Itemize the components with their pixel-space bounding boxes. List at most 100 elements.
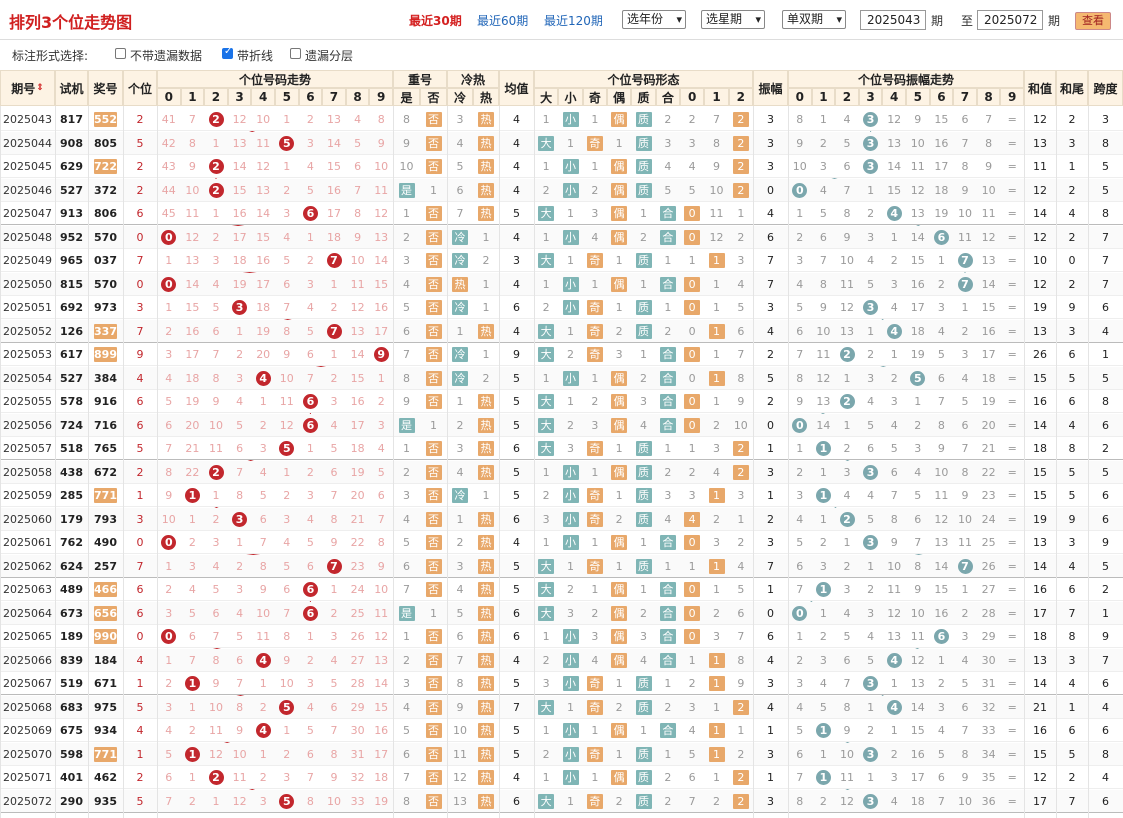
amp-omission: 14	[981, 277, 996, 291]
checkbox-polyline-label[interactable]: 带折线	[237, 49, 274, 63]
amp-omission: 3	[937, 700, 945, 714]
period-cell: 2025052	[3, 324, 52, 338]
trend-omission: 2	[330, 301, 338, 314]
form-omission: 1	[664, 442, 672, 455]
checkbox-no-omission[interactable]	[115, 48, 126, 59]
units-cell: 0	[136, 230, 144, 244]
tail-cell: 9	[1068, 512, 1076, 526]
amp-omission: 6	[867, 442, 875, 455]
tail-cell: 2	[1068, 771, 1076, 784]
trend-omission: 41	[161, 113, 176, 126]
avg-cell: 6	[513, 630, 520, 643]
sum-cell: 15	[1033, 489, 1047, 502]
amp-omission: =	[1007, 277, 1017, 291]
trend-omission: 5	[212, 583, 220, 596]
form-omission: 1	[737, 724, 745, 737]
trend-ball: 4	[255, 723, 271, 738]
prize-cell: 257	[94, 559, 117, 573]
view-button[interactable]: 查看	[1075, 12, 1111, 30]
sum-cell: 18	[1033, 442, 1047, 455]
form-road-tag: 4	[684, 511, 701, 527]
amp-cell: 0	[767, 183, 774, 197]
week-select[interactable]: 选星期	[701, 10, 765, 29]
form-omission: 1	[688, 559, 696, 573]
span-cell: 7	[1102, 277, 1109, 291]
amp-ball: 3	[863, 135, 879, 151]
sort-icon[interactable]: ⇕	[36, 83, 44, 93]
form-omission: 7	[737, 348, 745, 361]
table-row	[0, 601, 1123, 625]
trend-omission: 6	[165, 771, 173, 784]
trend-omission: 15	[185, 301, 200, 314]
avg-cell: 4	[513, 113, 520, 126]
form-omission: 1	[591, 724, 599, 737]
trend-omission: 1	[330, 277, 338, 291]
sub-digit-0: 0	[157, 88, 181, 106]
table-row	[0, 108, 1123, 131]
amp-omission: 2	[796, 465, 804, 479]
avg-cell: 3	[513, 254, 520, 267]
trend-omission: 17	[256, 277, 271, 291]
sum-cell: 18	[1033, 630, 1047, 643]
trend-omission: 11	[279, 395, 294, 408]
amp-omission: 1	[796, 442, 804, 455]
form-omission: 2	[591, 395, 599, 408]
range-link-60[interactable]: 最近60期	[477, 14, 529, 28]
trend-omission: 11	[208, 724, 223, 737]
range-link-30[interactable]: 最近30期	[409, 14, 462, 28]
trend-omission: 6	[330, 700, 338, 714]
amp-omission: 13	[910, 677, 925, 690]
trend-omission: 11	[350, 277, 365, 291]
table-row	[0, 319, 1123, 343]
period-unit-label-2: 期	[1048, 14, 1061, 28]
checkbox-layered-label[interactable]: 遗漏分层	[305, 49, 354, 63]
trend-omission: 4	[283, 230, 291, 244]
form-tag: 奇	[586, 347, 603, 362]
trend-omission: 11	[208, 442, 223, 455]
header-period-text[interactable]: 期号	[11, 81, 36, 96]
form-omission: 5	[688, 747, 696, 761]
hotcold-omission: 6	[456, 183, 464, 197]
trend-omission: 3	[188, 559, 196, 573]
repeat-omission: 6	[403, 747, 410, 761]
repeat-tag: 否	[425, 511, 442, 527]
year-select[interactable]: 选年份	[622, 10, 686, 29]
checkbox-no-omission-label[interactable]: 不带遗漏数据	[130, 49, 203, 63]
units-cell: 5	[136, 136, 144, 150]
period-to-input[interactable]: 2025072	[977, 10, 1043, 30]
form-omission: 1	[542, 230, 550, 244]
prize-cell: 975	[94, 700, 117, 714]
tail-cell: 7	[1068, 606, 1076, 620]
amp-omission: 2	[914, 418, 922, 432]
form-omission: 3	[566, 606, 574, 620]
span-cell: 6	[1102, 418, 1109, 432]
amp-cell: 2	[767, 348, 774, 361]
trend-omission: 45	[161, 207, 176, 220]
column-divider	[55, 106, 56, 818]
amp-omission: 3	[890, 395, 898, 408]
amp-cell: 2	[767, 512, 774, 526]
form-omission: 7	[737, 630, 745, 643]
amp-omission: 2	[890, 254, 898, 267]
column-divider	[788, 106, 789, 818]
checkbox-layered[interactable]	[290, 48, 301, 59]
form-omission: 9	[737, 395, 745, 408]
amp-omission: 4	[843, 606, 851, 620]
range-link-120[interactable]: 最近120期	[544, 14, 603, 28]
amp-ball: 1	[815, 488, 831, 503]
trend-omission: 6	[188, 630, 196, 643]
form-tag: 小	[562, 182, 579, 198]
parity-select[interactable]: 单双期	[782, 10, 846, 29]
repeat-omission: 1	[403, 207, 410, 220]
form-omission: 2	[639, 606, 647, 620]
amp-omission: 8	[961, 160, 969, 173]
amp-omission: 3	[867, 606, 875, 620]
trend-omission: 3	[306, 677, 314, 690]
trend-omission: 1	[283, 465, 291, 479]
trend-omission: 1	[212, 207, 220, 220]
period-from-input[interactable]: 2025043	[860, 10, 926, 30]
repeat-tag: 是	[398, 605, 415, 621]
checkbox-polyline[interactable]	[222, 46, 233, 59]
amp-omission: 1	[961, 583, 969, 596]
table-row	[0, 413, 1123, 437]
